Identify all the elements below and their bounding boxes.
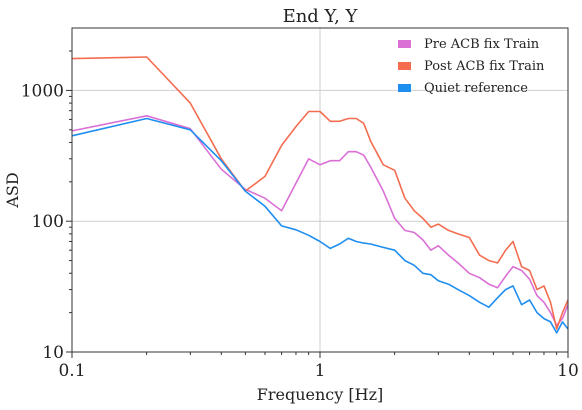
legend-label-2: Post ACB fix Train xyxy=(424,59,545,74)
legend-swatch-3 xyxy=(398,84,411,92)
x-tick-label: 0.1 xyxy=(58,361,85,381)
chart-title: End Y, Y xyxy=(283,6,359,27)
minor-ticks xyxy=(69,50,558,355)
grid-lines xyxy=(71,28,569,353)
axis-ticks: 0.1 1 10 10 100 1000 xyxy=(21,81,579,381)
legend-label-1: Pre ACB fix Train xyxy=(424,37,540,52)
legend: Pre ACB fix Train Post ACB fix Train Quiet… xyxy=(398,37,545,96)
legend-swatch-1 xyxy=(398,40,411,48)
series-lines xyxy=(71,56,569,334)
x-tick-label: 10 xyxy=(557,361,579,381)
y-tick-label: 100 xyxy=(32,212,64,232)
legend-swatch-2 xyxy=(398,62,411,70)
series-line-3 xyxy=(71,117,569,334)
legend-label-3: Quiet reference xyxy=(424,81,528,96)
y-axis-label: ASD xyxy=(3,172,22,208)
series-line-1 xyxy=(71,115,569,327)
y-tick-label: 1000 xyxy=(21,81,64,101)
y-tick-label: 10 xyxy=(42,343,64,363)
series-line-2 xyxy=(71,56,569,330)
x-tick-label: 1 xyxy=(315,361,326,381)
x-axis-label: Frequency [Hz] xyxy=(257,385,384,404)
